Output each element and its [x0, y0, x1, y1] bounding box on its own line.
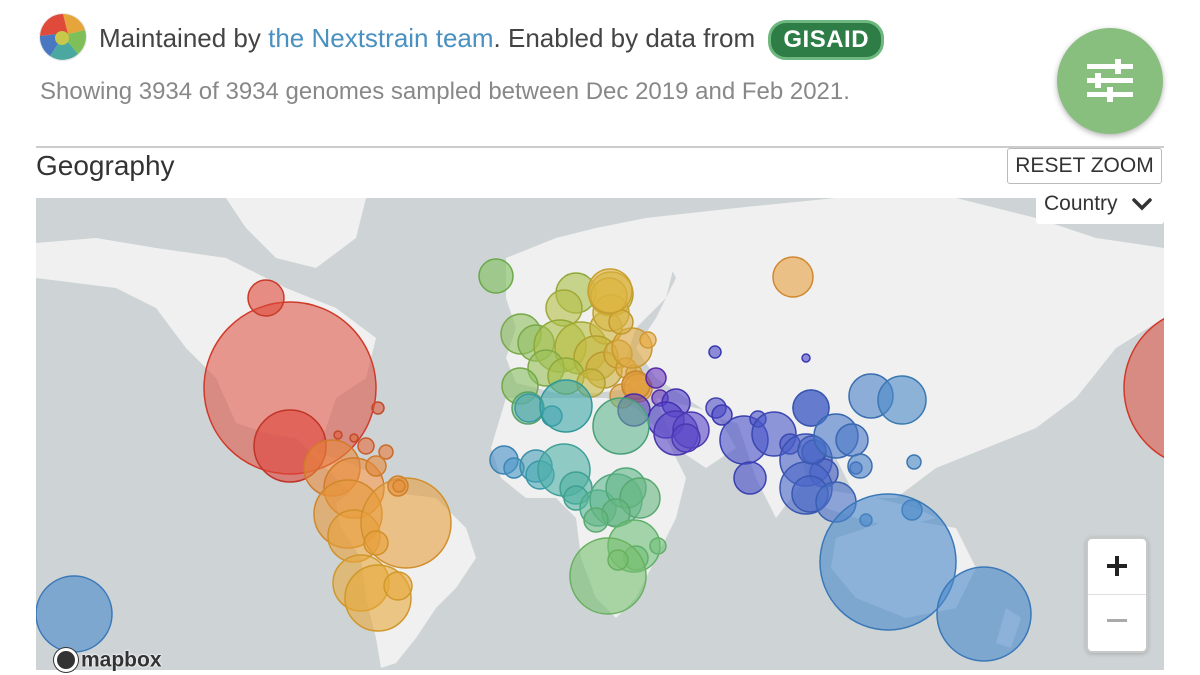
bubble-caribbean-1	[371, 401, 385, 415]
bubble-caribbean-5	[349, 433, 359, 443]
bubble-russia	[772, 256, 814, 298]
nextstrain-team-link[interactable]: the Nextstrain team	[268, 22, 494, 53]
bubble-australia	[819, 493, 957, 631]
bubble-pakistan	[711, 404, 733, 426]
bubble-botswana	[607, 549, 629, 571]
bubble-caribbean-4	[378, 444, 394, 460]
genome-summary: Showing 3934 of 3934 genomes sampled bet…	[40, 78, 850, 105]
map-canvas[interactable]	[36, 198, 1164, 670]
reset-zoom-button[interactable]: RESET ZOOM	[1007, 148, 1162, 184]
bubble-micronesia	[906, 454, 922, 470]
country-bubbles[interactable]	[36, 256, 1164, 662]
bubble-mozambique	[649, 537, 667, 555]
zoom-out-button[interactable]	[1088, 595, 1146, 649]
bubble-guam	[847, 453, 873, 479]
nextstrain-logo-icon[interactable]	[38, 12, 88, 62]
bubble-venezuela	[365, 455, 387, 477]
bubble-algeria	[539, 379, 593, 433]
bubble-sri-lanka	[733, 461, 767, 495]
color-by-selected: Country	[1044, 192, 1118, 215]
bubble-uruguay	[383, 571, 413, 601]
bubble-new-zealand	[936, 566, 1032, 662]
zoom-separator	[1088, 594, 1146, 595]
mapbox-label: mapbox	[81, 648, 162, 672]
bubble-usa-wrap	[1123, 317, 1164, 459]
bubble-kenya	[619, 477, 661, 519]
bubble-caribbean-3	[333, 430, 343, 440]
bubble-taiwan	[792, 389, 830, 427]
bubble-canada	[247, 279, 285, 317]
bubble-kazakhstan	[708, 345, 722, 359]
bubble-bolivia	[363, 530, 389, 556]
bubble-morocco	[514, 393, 544, 423]
bubble-rwanda	[583, 507, 609, 533]
minus-icon	[1107, 619, 1127, 622]
bubble-estonia	[587, 268, 633, 314]
mapbox-logo-icon	[54, 648, 78, 673]
header: Maintained by the Nextstrain team. Enabl…	[38, 12, 938, 62]
zoom-in-button[interactable]	[1088, 539, 1146, 593]
bubble-suriname	[392, 479, 406, 493]
bubble-philippines	[835, 423, 869, 457]
bubble-south-africa	[569, 537, 647, 615]
bubble-russia-west	[639, 331, 657, 349]
color-by-dropdown[interactable]: Country	[1036, 186, 1164, 224]
sliders-icon	[1087, 59, 1133, 102]
section-divider	[36, 146, 1164, 148]
geography-title: Geography	[36, 150, 175, 181]
plus-icon	[1107, 556, 1127, 576]
zoom-control	[1086, 537, 1148, 653]
mapbox-attribution[interactable]: mapbox	[54, 648, 162, 674]
enabled-by-text: . Enabled by data from	[493, 22, 763, 53]
chevron-down-icon	[1132, 198, 1152, 211]
gisaid-badge[interactable]: GISAID	[768, 20, 885, 60]
bubble-nz-west	[36, 575, 113, 653]
geography-map[interactable]	[36, 198, 1164, 670]
maintained-by-line: Maintained by the Nextstrain team. Enabl…	[99, 20, 885, 60]
settings-button[interactable]	[1057, 28, 1163, 134]
bubble-japan-2	[877, 375, 927, 425]
maintained-prefix: Maintained by	[99, 22, 269, 53]
bubble-lebanon	[645, 367, 667, 389]
bubble-caribbean-2	[357, 437, 375, 455]
bubble-uae	[671, 423, 701, 453]
bubble-egypt	[592, 397, 650, 455]
bubble-mongolia	[801, 353, 811, 363]
bubble-iceland	[478, 258, 514, 294]
